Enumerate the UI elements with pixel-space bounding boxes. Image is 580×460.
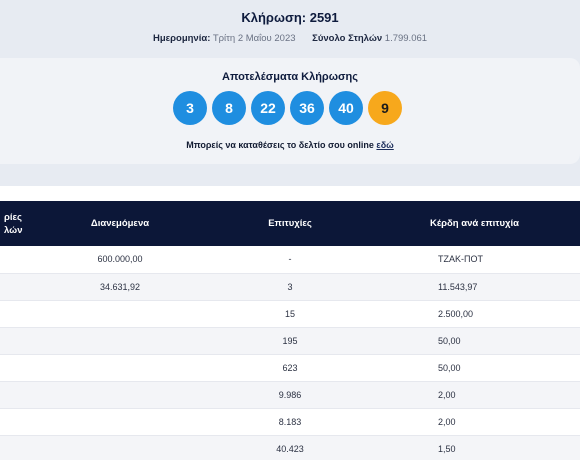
total-columns-value: 1.799.061 — [384, 33, 428, 44]
table-row: 8.183 2,00 — [0, 408, 580, 435]
cell-distributed — [60, 354, 180, 381]
header-prize-per-winner: Κέρδη ανά επιτυχία — [430, 218, 519, 229]
cell-winners: 40.423 — [276, 443, 304, 454]
cell-category — [0, 327, 60, 354]
cell-category — [0, 354, 60, 381]
cell-winners: 195 — [282, 335, 298, 346]
cell-distributed: 34.631,92 — [99, 281, 141, 292]
cell-distributed — [60, 408, 180, 435]
cell-prize: ΤΖΑΚ-ΠΟΤ — [438, 254, 483, 265]
cell-winners: 3 — [287, 281, 293, 292]
cell-winners: - — [288, 254, 292, 265]
winning-number-ball: 3 — [173, 91, 207, 125]
cell-distributed — [60, 327, 180, 354]
cell-prize: 2,00 — [438, 389, 456, 400]
joker-number-ball: 9 — [368, 91, 402, 125]
draw-header: Κλήρωση: 2591 Ημερομηνία: Τρίτη 2 Μαΐου … — [0, 0, 580, 54]
table-row: 40.423 1,50 — [0, 435, 580, 460]
cell-distributed: 600.000,00 — [97, 254, 143, 265]
header-winners: Επιτυχίες — [268, 218, 312, 229]
online-note: Μπορείς να καταθέσεις το δελτίο σου onli… — [0, 140, 580, 150]
results-title: Αποτελέσματα Κλήρωσης — [222, 71, 358, 83]
cell-prize: 11.543,97 — [438, 281, 478, 292]
cell-prize: 50,00 — [438, 362, 461, 373]
cell-winners: 9.986 — [278, 389, 302, 400]
draw-date-value: Τρίτη 2 Μαΐου 2023 — [212, 33, 296, 44]
cell-distributed — [60, 300, 180, 327]
cell-prize: 2,00 — [438, 416, 456, 427]
draw-title: Κλήρωση: 2591 — [241, 10, 339, 25]
prize-table: ρίες λών Διανεμόμενα Επιτυχίες Κέρδη ανά … — [0, 201, 580, 460]
cell-category — [0, 300, 60, 327]
cell-category — [0, 435, 60, 460]
winning-number-ball: 40 — [329, 91, 363, 125]
cell-category — [0, 381, 60, 408]
table-row: 623 50,00 — [0, 354, 580, 381]
winning-numbers: 3 8 22 36 40 9 — [173, 91, 402, 125]
cell-prize: 2.500,00 — [438, 308, 474, 319]
cell-distributed — [60, 435, 180, 460]
cell-winners: 15 — [284, 308, 295, 319]
header-distributed: Διανεμόμενα — [90, 218, 150, 229]
total-columns-label: Σύνολο Στηλών — [312, 33, 383, 44]
table-row: 15 2.500,00 — [0, 300, 580, 327]
table-row: 34.631,92 3 11.543,97 — [0, 273, 580, 300]
cell-distributed — [60, 381, 180, 408]
cell-category — [0, 408, 60, 435]
cell-winners: 623 — [282, 362, 298, 373]
table-header-row: ρίες λών Διανεμόμενα Επιτυχίες Κέρδη ανά … — [0, 201, 580, 246]
draw-meta: Ημερομηνία: Τρίτη 2 Μαΐου 2023 Σύνολο Στ… — [0, 33, 580, 44]
table-row: 195 50,00 — [0, 327, 580, 354]
cell-category — [0, 246, 60, 273]
cell-prize: 1,50 — [438, 443, 456, 454]
cell-category — [0, 273, 60, 300]
winning-number-ball: 8 — [212, 91, 246, 125]
winning-number-ball: 22 — [251, 91, 285, 125]
cell-prize: 50,00 — [438, 335, 461, 346]
header-category: ρίες λών — [4, 211, 23, 236]
online-link[interactable]: εδώ — [376, 140, 394, 150]
cell-winners: 8.183 — [278, 416, 302, 427]
table-row: 9.986 2,00 — [0, 381, 580, 408]
draw-date-label: Ημερομηνία: — [152, 33, 211, 44]
online-note-text: Μπορείς να καταθέσεις το δελτίο σου onli… — [186, 140, 374, 150]
table-row: 600.000,00 - ΤΖΑΚ-ΠΟΤ — [0, 246, 580, 273]
winning-number-ball: 36 — [290, 91, 324, 125]
